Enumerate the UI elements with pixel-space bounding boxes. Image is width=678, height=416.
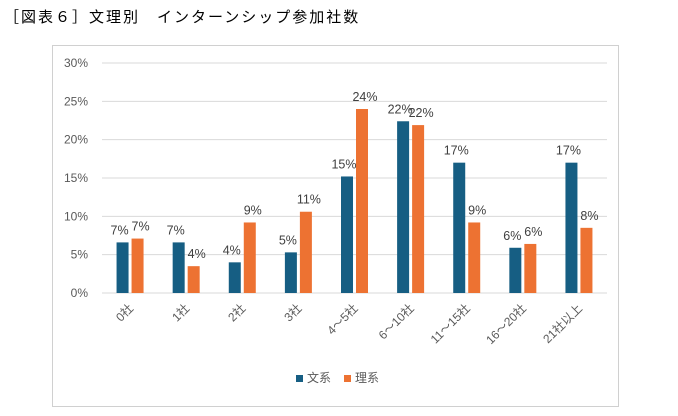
data-label: 6% bbox=[503, 229, 521, 243]
data-label: 4% bbox=[223, 243, 241, 257]
bar-rikei bbox=[412, 125, 425, 293]
bar-bunkei bbox=[284, 252, 297, 293]
data-label: 9% bbox=[468, 203, 486, 217]
bar-rikei bbox=[580, 227, 593, 293]
data-label: 24% bbox=[352, 90, 377, 104]
y-tick-label: 0% bbox=[71, 286, 89, 300]
y-tick-label: 30% bbox=[64, 56, 88, 70]
legend-swatch bbox=[296, 375, 303, 382]
data-label: 7% bbox=[167, 223, 185, 237]
data-label: 5% bbox=[279, 233, 297, 247]
x-tick-label: 4～5社 bbox=[324, 301, 361, 338]
legend-label: 理系 bbox=[355, 371, 379, 385]
y-tick-label: 15% bbox=[64, 171, 88, 185]
data-label: 4% bbox=[188, 247, 206, 261]
y-tick-label: 10% bbox=[64, 209, 88, 223]
bar-rikei bbox=[468, 222, 481, 293]
bar-rikei bbox=[131, 238, 144, 293]
data-label: 17% bbox=[444, 144, 469, 158]
x-tick-label: 11～15社 bbox=[427, 301, 473, 347]
x-tick-label: 16～20社 bbox=[482, 301, 528, 347]
bar-bunkei bbox=[565, 162, 578, 293]
y-tick-label: 20% bbox=[64, 133, 88, 147]
bar-rikei bbox=[356, 109, 368, 293]
data-label: 9% bbox=[244, 203, 262, 217]
data-label: 6% bbox=[524, 225, 542, 239]
figure-title: ［図表６］文理別 インターンシップ参加社数 bbox=[4, 8, 361, 26]
bar-bunkei bbox=[397, 121, 410, 294]
chart-frame bbox=[52, 45, 619, 407]
y-tick-label: 25% bbox=[64, 94, 88, 108]
bar-bunkei bbox=[172, 242, 185, 293]
x-tick-label: 3社 bbox=[281, 301, 305, 325]
x-tick-label: 1社 bbox=[168, 301, 192, 325]
data-label: 7% bbox=[111, 223, 129, 237]
bar-bunkei bbox=[228, 262, 241, 293]
x-tick-label: 21社以上 bbox=[540, 301, 586, 347]
bar-rikei bbox=[524, 243, 537, 293]
data-label: 8% bbox=[580, 209, 598, 223]
bar-rikei bbox=[299, 211, 312, 293]
bar-bunkei bbox=[116, 242, 129, 293]
bar-bunkei bbox=[509, 247, 522, 293]
bar-rikei bbox=[243, 222, 256, 293]
bar-bunkei bbox=[453, 162, 466, 293]
x-tick-label: 2社 bbox=[225, 301, 249, 325]
legend-label: 文系 bbox=[307, 370, 331, 385]
x-tick-label: 0社 bbox=[112, 301, 136, 325]
data-label: 7% bbox=[132, 220, 150, 234]
data-label: 22% bbox=[409, 106, 434, 120]
legend-swatch bbox=[344, 375, 351, 382]
bar-rikei bbox=[187, 266, 200, 293]
x-tick-label: 6～10社 bbox=[375, 301, 417, 343]
data-label: 17% bbox=[556, 144, 581, 158]
data-label: 11% bbox=[297, 193, 321, 207]
data-label: 22% bbox=[388, 102, 413, 116]
y-tick-label: 5% bbox=[71, 248, 89, 262]
bar-bunkei bbox=[341, 176, 353, 293]
data-label: 15% bbox=[331, 157, 356, 171]
